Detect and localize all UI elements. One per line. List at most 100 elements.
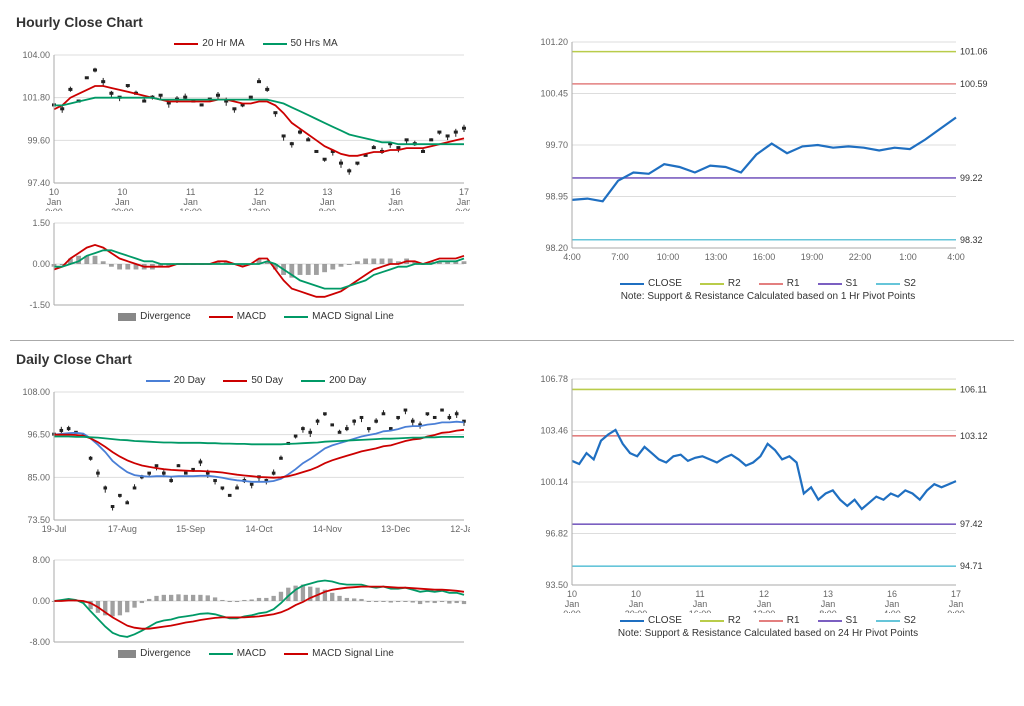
daily-macd-chart: -8.000.008.00 DivergenceMACDMACD Signal … <box>10 556 502 661</box>
svg-text:8:00: 8:00 <box>819 609 837 613</box>
svg-text:0:00: 0:00 <box>947 609 965 613</box>
legend-label: MACD Signal Line <box>312 648 394 659</box>
svg-text:-8.00: -8.00 <box>29 637 50 646</box>
legend-item: 20 Hr MA <box>174 38 244 49</box>
legend-label: MACD <box>237 648 266 659</box>
hourly-row: 20 Hr MA50 Hrs MA 97.4099.60101.80104.00… <box>10 36 1014 324</box>
svg-text:100.45: 100.45 <box>540 89 568 99</box>
svg-text:Jan: Jan <box>629 599 644 609</box>
svg-text:12:00: 12:00 <box>753 609 776 613</box>
legend-label: 50 Day <box>251 375 283 386</box>
svg-text:98.32: 98.32 <box>960 235 983 245</box>
svg-text:13-Dec: 13-Dec <box>381 524 411 534</box>
svg-text:101.06: 101.06 <box>960 47 988 57</box>
legend-label: 20 Hr MA <box>202 38 244 49</box>
legend-item: 50 Hrs MA <box>263 38 338 49</box>
legend-item: MACD Signal Line <box>284 648 394 659</box>
svg-text:Jan: Jan <box>320 197 335 207</box>
svg-text:104.00: 104.00 <box>22 51 50 60</box>
svg-text:Jan: Jan <box>949 599 964 609</box>
legend-label: R1 <box>787 615 800 626</box>
svg-text:Jan: Jan <box>388 197 403 207</box>
legend-line-icon <box>876 283 900 285</box>
legend-label: MACD Signal Line <box>312 311 394 322</box>
legend-item: MACD <box>209 648 266 659</box>
svg-text:10:00: 10:00 <box>657 252 680 262</box>
svg-text:14-Nov: 14-Nov <box>313 524 343 534</box>
legend-item: R1 <box>759 615 800 626</box>
svg-text:1:00: 1:00 <box>899 252 917 262</box>
svg-text:13: 13 <box>823 589 833 599</box>
legend-line-icon <box>284 316 308 318</box>
svg-text:1.50: 1.50 <box>32 219 50 228</box>
svg-text:99.22: 99.22 <box>960 173 983 183</box>
daily-sr-legend: CLOSER2R1S1S2 <box>522 615 1014 626</box>
hourly-macd-chart: -1.500.001.50 DivergenceMACDMACD Signal … <box>10 219 502 324</box>
legend-label: S1 <box>846 278 858 289</box>
svg-text:Jan: Jan <box>47 197 62 207</box>
svg-text:Jan: Jan <box>693 599 708 609</box>
svg-text:10: 10 <box>567 589 577 599</box>
svg-text:108.00: 108.00 <box>22 388 50 397</box>
svg-text:12-Jan: 12-Jan <box>450 524 470 534</box>
svg-text:19:00: 19:00 <box>801 252 824 262</box>
svg-text:Jan: Jan <box>757 599 772 609</box>
svg-text:7:00: 7:00 <box>611 252 629 262</box>
svg-text:16: 16 <box>391 187 401 197</box>
legend-line-icon <box>263 43 287 45</box>
legend-bar-icon <box>118 313 136 321</box>
legend-line-icon <box>223 380 247 382</box>
svg-text:0:00: 0:00 <box>45 207 63 211</box>
svg-text:Jan: Jan <box>565 599 580 609</box>
hourly-sr-chart: 98.2098.9599.70100.45101.204:007:0010:00… <box>522 36 1014 302</box>
legend-line-icon <box>301 380 325 382</box>
legend-line-icon <box>620 620 644 622</box>
legend-item: MACD Signal Line <box>284 311 394 322</box>
svg-text:97.40: 97.40 <box>27 178 50 188</box>
svg-text:98.95: 98.95 <box>545 192 568 202</box>
daily-section-title: Daily Close Chart <box>16 351 1014 367</box>
svg-text:4:00: 4:00 <box>563 252 581 262</box>
svg-text:4:00: 4:00 <box>883 609 901 613</box>
legend-item: CLOSE <box>620 278 682 289</box>
svg-text:0:00: 0:00 <box>563 609 581 613</box>
legend-line-icon <box>818 620 842 622</box>
legend-line-icon <box>174 43 198 45</box>
svg-text:96.82: 96.82 <box>545 529 568 539</box>
legend-item: R1 <box>759 278 800 289</box>
legend-item: S1 <box>818 278 858 289</box>
legend-line-icon <box>818 283 842 285</box>
svg-text:14-Oct: 14-Oct <box>245 524 273 534</box>
svg-text:10: 10 <box>49 187 59 197</box>
svg-text:12: 12 <box>254 187 264 197</box>
svg-text:Jan: Jan <box>821 599 836 609</box>
svg-text:4:00: 4:00 <box>947 252 965 262</box>
svg-text:100.59: 100.59 <box>960 79 988 89</box>
svg-text:Jan: Jan <box>457 197 470 207</box>
svg-text:19-Jul: 19-Jul <box>42 524 67 534</box>
legend-line-icon <box>209 653 233 655</box>
svg-text:97.42: 97.42 <box>960 519 983 529</box>
svg-text:22:00: 22:00 <box>849 252 872 262</box>
svg-text:20:00: 20:00 <box>111 207 134 211</box>
legend-line-icon <box>876 620 900 622</box>
legend-label: S1 <box>846 615 858 626</box>
legend-label: Divergence <box>140 311 191 322</box>
daily-macd-legend: DivergenceMACDMACD Signal Line <box>10 648 502 659</box>
legend-item: R2 <box>700 615 741 626</box>
legend-item: S2 <box>876 615 916 626</box>
legend-item: Divergence <box>118 311 191 322</box>
legend-line-icon <box>759 283 783 285</box>
svg-text:16:00: 16:00 <box>689 609 712 613</box>
legend-label: 50 Hrs MA <box>291 38 338 49</box>
svg-text:0:00: 0:00 <box>455 207 470 211</box>
legend-item: 50 Day <box>223 375 283 386</box>
svg-text:Jan: Jan <box>183 197 198 207</box>
legend-line-icon <box>700 620 724 622</box>
svg-text:10: 10 <box>631 589 641 599</box>
svg-text:8.00: 8.00 <box>32 556 50 565</box>
legend-item: R2 <box>700 278 741 289</box>
legend-label: R1 <box>787 278 800 289</box>
svg-text:103.12: 103.12 <box>960 431 988 441</box>
daily-sr-chart: 93.5096.82100.14103.46106.7810Jan0:0010J… <box>522 373 1014 639</box>
